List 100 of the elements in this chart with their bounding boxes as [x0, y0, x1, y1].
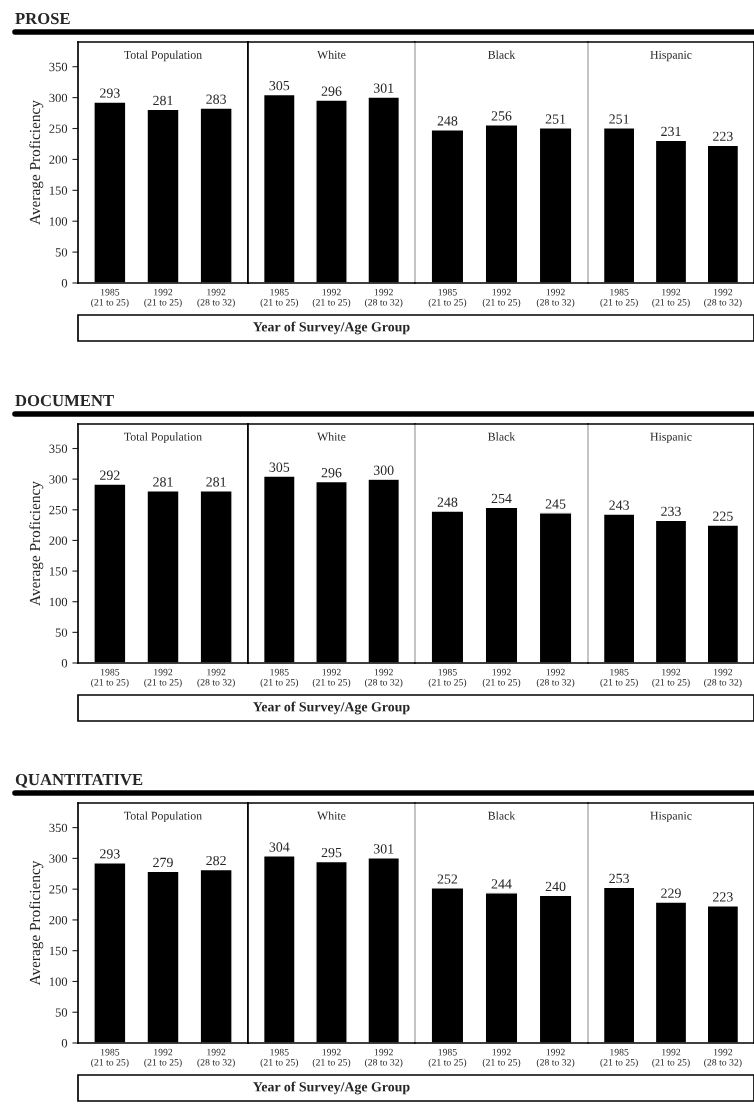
- x-tick-label: 1985 (21 to 25): [91, 1048, 129, 1068]
- x-tick-label: 1985 (21 to 25): [600, 668, 638, 688]
- y-tick-label: 200: [49, 915, 68, 925]
- data-label: 254: [491, 493, 512, 504]
- data-label: 256: [491, 111, 512, 121]
- x-tick-label: 1992 (28 to 32): [197, 288, 235, 308]
- data-label: 281: [153, 477, 173, 487]
- text: Hispanic: [650, 50, 692, 62]
- x-tick-label: 1992 (28 to 32): [197, 668, 235, 688]
- x-tick-label: 1992 (21 to 25): [482, 1048, 521, 1068]
- text: Hispanic: [650, 432, 692, 444]
- x-tick-label: 1992 (28 to 32): [536, 668, 575, 688]
- data-label: 301: [373, 844, 394, 854]
- x-tick-label: 1985 (21 to 25): [91, 668, 129, 688]
- text: Hispanic: [650, 811, 692, 823]
- y-tick-label: 50: [55, 248, 68, 257]
- x-axis-title: Year of Survey/Age Group: [253, 321, 410, 335]
- data-label: 229: [661, 888, 681, 898]
- data-label: 233: [661, 506, 681, 516]
- data-label: 283: [206, 94, 226, 104]
- x-tick-label: 1985 (21 to 25): [260, 288, 299, 308]
- x-tick-label: 1992 (21 to 25): [482, 288, 521, 308]
- x-tick-label: 1992 (28 to 32): [704, 288, 742, 308]
- data-label: 251: [609, 114, 629, 124]
- y-tick-label: 250: [49, 505, 68, 515]
- text: PROSE: [15, 12, 70, 25]
- data-label: 282: [206, 855, 226, 866]
- x-axis-title: Year of Survey/Age Group: [253, 1081, 410, 1095]
- data-label: 243: [609, 500, 629, 510]
- y-tick-label: 350: [49, 444, 68, 453]
- y-tick-label: 250: [49, 124, 68, 133]
- text: QUANTITATIVE: [15, 773, 143, 788]
- x-tick-label: 1992 (21 to 25): [312, 288, 351, 308]
- y-tick-label: 200: [49, 536, 68, 545]
- data-label: 225: [713, 511, 733, 521]
- data-label: 293: [100, 88, 120, 98]
- y-tick-label: 250: [49, 885, 68, 894]
- x-tick-label: 1992 (28 to 32): [197, 1048, 235, 1068]
- x-axis-title: Year of Survey/Age Group: [253, 701, 410, 715]
- y-tick-label: 50: [55, 1008, 68, 1017]
- y-tick-label: 300: [49, 475, 68, 484]
- y-tick-label: 0: [61, 1039, 68, 1048]
- x-tick-label: 1985 (21 to 25): [91, 288, 129, 308]
- data-label: 245: [545, 499, 566, 509]
- data-label: 304: [269, 842, 290, 852]
- text: Black: [488, 811, 516, 820]
- y-tick-label: 150: [49, 946, 68, 956]
- x-tick-label: 1992 (21 to 25): [652, 288, 690, 308]
- data-label: 281: [153, 95, 173, 106]
- data-label: 305: [269, 462, 290, 472]
- data-label: 251: [545, 114, 566, 124]
- x-tick-label: 1992 (21 to 25): [652, 1048, 690, 1068]
- data-label: 231: [661, 126, 681, 137]
- x-tick-label: 1992 (21 to 25): [312, 668, 351, 688]
- data-label: 253: [609, 873, 629, 884]
- x-tick-label: 1992 (21 to 25): [144, 668, 182, 688]
- y-tick-label: 200: [49, 155, 68, 164]
- y-tick-label: 150: [49, 186, 68, 195]
- text: DOCUMENT: [15, 394, 114, 407]
- x-tick-label: 1992 (28 to 32): [704, 1048, 742, 1068]
- x-tick-label: 1992 (21 to 25): [144, 1048, 182, 1068]
- data-label: 305: [269, 80, 290, 91]
- data-label: 296: [321, 86, 342, 96]
- y-tick-label: 350: [49, 823, 68, 833]
- x-tick-label: 1992 (28 to 32): [536, 1048, 575, 1068]
- text: White: [317, 432, 346, 441]
- data-label: 293: [100, 849, 120, 859]
- data-label: 295: [321, 847, 342, 858]
- x-tick-label: 1985 (21 to 25): [600, 288, 638, 308]
- y-tick-label: 300: [49, 93, 68, 103]
- y-tick-label: 100: [49, 977, 68, 986]
- y-axis-title: Average Proficiency: [29, 481, 44, 606]
- y-tick-label: 350: [49, 62, 68, 72]
- x-tick-label: 1992 (28 to 32): [704, 668, 742, 688]
- x-tick-label: 1992 (28 to 32): [364, 668, 403, 688]
- x-tick-label: 1992 (21 to 25): [482, 668, 521, 688]
- data-label: 300: [373, 465, 394, 475]
- data-label: 248: [437, 116, 458, 126]
- text: Total Population: [124, 811, 202, 823]
- data-label: 240: [545, 881, 566, 892]
- x-tick-label: 1985 (21 to 25): [600, 1048, 638, 1068]
- x-tick-label: 1985 (21 to 25): [260, 1048, 299, 1068]
- data-label: 248: [437, 497, 458, 507]
- y-tick-label: 0: [61, 659, 68, 668]
- data-label: 301: [373, 83, 394, 93]
- text: Black: [488, 432, 516, 441]
- x-tick-label: 1985 (21 to 25): [260, 668, 299, 688]
- text: White: [317, 50, 346, 59]
- y-axis-title: Average Proficiency: [29, 860, 44, 986]
- y-tick-label: 100: [49, 597, 68, 607]
- x-tick-label: 1985 (21 to 25): [428, 1048, 467, 1068]
- text: White: [317, 811, 346, 820]
- data-label: 292: [100, 470, 120, 480]
- data-label: 279: [153, 857, 173, 868]
- x-tick-label: 1992 (28 to 32): [536, 288, 575, 308]
- x-tick-label: 1992 (28 to 32): [364, 1048, 403, 1068]
- data-label: 244: [491, 879, 512, 889]
- x-tick-label: 1992 (21 to 25): [652, 668, 690, 688]
- x-tick-label: 1992 (28 to 32): [364, 288, 403, 308]
- text: Total Population: [124, 432, 202, 444]
